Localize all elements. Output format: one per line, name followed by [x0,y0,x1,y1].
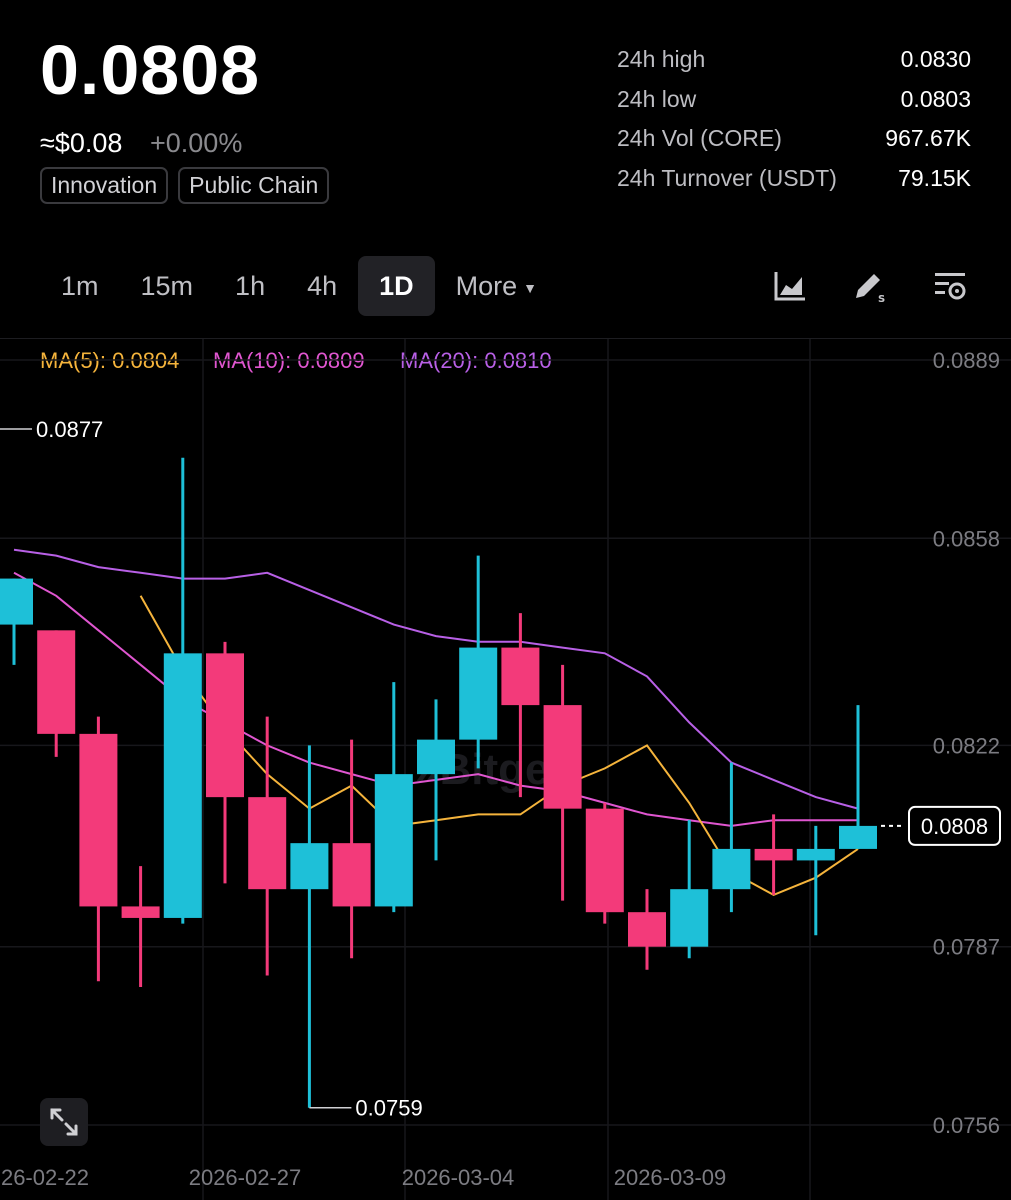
candle-body [628,912,666,947]
tab-1m[interactable]: 1m [61,271,99,301]
candle-body [754,848,793,861]
candle-body [248,797,287,890]
stat-value: 0.0803 [900,85,971,112]
candle [374,682,413,913]
candle [332,739,371,959]
stat-24h-low: 24h low 0.0803 [617,80,971,120]
timeframe-tabs: 1m 15m 1h 4h 1D More ▼ [40,256,558,316]
y-tick-label: 0.0787 [933,935,1000,960]
candle [459,555,498,769]
stat-value: 967.67K [885,125,971,152]
expand-icon [50,1108,78,1136]
candle [796,825,835,936]
candle [754,814,793,895]
y-tick-label: 0.0889 [933,348,1000,373]
stat-label: 24h Vol (CORE) [617,125,782,152]
candle-body [37,630,76,734]
candle [0,578,33,665]
caret-down-icon: ▼ [523,279,538,296]
candle-body [374,774,413,907]
last-price: 0.0808 [40,31,261,109]
draw-icon[interactable]: S [852,268,888,304]
tab-more[interactable]: More ▼ [435,256,558,316]
candle-body [796,848,835,861]
stats-panel: 24h high 0.0830 24h low 0.0803 24h Vol (… [617,40,971,198]
x-tick-label: 26-02-22 [1,1165,89,1190]
x-tick-label: 2026-02-27 [189,1165,302,1190]
stat-label: 24h Turnover (USDT) [617,164,837,191]
y-tick-label: 0.0858 [933,526,1000,551]
candle [290,745,329,1108]
y-tick-label: 0.0756 [933,1113,1000,1138]
candle-body [501,647,540,706]
stat-24h-high: 24h high 0.0830 [617,40,971,80]
candle [79,716,118,982]
candle [37,630,76,757]
candle [248,716,287,976]
candle-body [163,653,202,918]
price-change: +0.00% [150,128,243,158]
low-marker-label: 0.0759 [355,1096,422,1121]
stat-label: 24h high [617,46,706,73]
fiat-price: ≈$0.08 [40,128,123,158]
candle-body [79,733,118,907]
candle-body [839,825,877,849]
high-marker-label: 0.0877 [36,417,103,442]
candle [501,613,540,798]
stat-label: 24h low [617,85,697,112]
tag-public-chain[interactable]: Public Chain [178,167,330,204]
x-tick-label: 2026-03-04 [402,1165,515,1190]
candle-body [0,578,33,625]
last-price-label: 0.0808 [921,814,988,839]
svg-text:S: S [878,294,885,304]
more-label: More [455,271,518,301]
ma20-line [13,548,859,810]
candle [417,699,455,861]
candle [712,762,751,913]
stat-24h-vol: 24h Vol (CORE) 967.67K [617,119,971,159]
expand-chart-button[interactable] [40,1098,88,1146]
chart-settings-icon[interactable] [932,268,968,304]
candle [628,889,666,970]
candle [163,457,202,924]
tab-4h[interactable]: 4h [307,271,338,301]
x-tick-label: 2026-03-09 [614,1165,727,1190]
last-price-box [908,805,1001,846]
tag-innovation[interactable]: Innovation [40,167,169,204]
candle-body [332,843,371,907]
candle-body [585,808,624,913]
stat-value: 0.0830 [900,46,971,73]
chart-type-icon[interactable] [772,268,808,304]
candle-body [712,848,751,890]
candle [206,641,244,884]
candle [585,802,624,924]
candle [839,705,877,849]
divider [0,338,1011,339]
tab-15m[interactable]: 15m [140,271,194,301]
candle-body [121,906,160,918]
candle [121,866,160,987]
candle-body [290,843,329,890]
candle-body [543,705,582,809]
candle-body [459,647,498,740]
candle-body [670,889,709,947]
last-price-badge: 0.0808 [908,805,1001,846]
tab-1d[interactable]: 1D [358,256,435,316]
y-tick-label: 0.0822 [933,733,1000,758]
candle-body [417,739,455,775]
tag-list: Innovation Public Chain [40,167,330,204]
candle [543,664,582,901]
candle [670,820,709,959]
candle-body [206,653,244,798]
tab-1h[interactable]: 1h [235,271,266,301]
stat-value: 79.15K [898,164,971,191]
stat-24h-turnover: 24h Turnover (USDT) 79.15K [617,159,971,199]
